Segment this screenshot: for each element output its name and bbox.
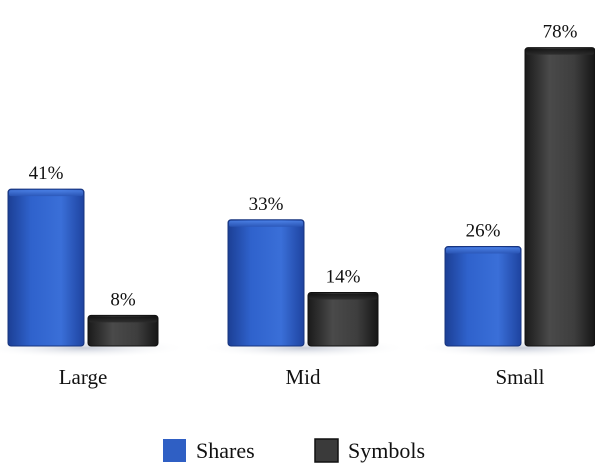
value-label-shares-mid: 33%	[249, 194, 284, 215]
legend-label-shares: Shares	[196, 438, 255, 463]
bar-shares-mid	[227, 219, 305, 347]
bar-top-symbols-small	[526, 48, 594, 55]
bar-symbols-small	[524, 47, 595, 347]
value-label-shares-small: 26%	[466, 221, 501, 242]
bar-symbols-mid	[307, 291, 379, 347]
category-label-mid: Mid	[285, 365, 321, 389]
bar-top-shares-mid	[229, 220, 303, 227]
legend-swatch-shares	[163, 439, 186, 462]
bar-top-shares-small	[446, 247, 520, 254]
bar-shares-small	[444, 246, 522, 347]
legend-label-symbols: Symbols	[348, 438, 425, 463]
value-label-symbols-small: 78%	[543, 22, 578, 43]
category-label-small: Small	[495, 365, 544, 389]
value-label-shares-large: 41%	[29, 163, 64, 184]
bar-top-symbols-mid	[309, 293, 377, 300]
legend-swatch-symbols	[314, 438, 339, 463]
bar-top-shares-large	[9, 190, 83, 197]
category-label-large: Large	[59, 365, 108, 389]
bar-symbols-large	[87, 314, 159, 347]
bar-shares-large	[7, 188, 85, 347]
value-label-symbols-mid: 14%	[326, 266, 361, 287]
bar-top-symbols-large	[89, 316, 157, 323]
value-label-symbols-large: 8%	[110, 289, 136, 310]
